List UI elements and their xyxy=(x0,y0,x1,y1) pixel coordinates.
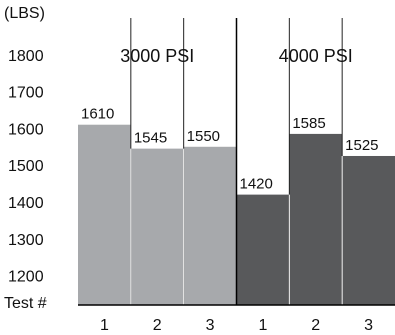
value-label: 1545 xyxy=(134,130,167,147)
group-label: 3000 PSI xyxy=(120,46,194,66)
y-tick-label: 1600 xyxy=(8,121,44,138)
y-tick-label: 1300 xyxy=(8,232,44,249)
y-tick-label: 1800 xyxy=(8,48,44,65)
value-label: 1585 xyxy=(292,115,325,132)
x-tick-labels: 1 2 3 1 2 3 xyxy=(100,317,373,334)
y-tick-label: 1500 xyxy=(8,158,44,175)
bar xyxy=(130,148,184,305)
group-label: 4000 PSI xyxy=(279,46,353,66)
y-tick-label: 1200 xyxy=(8,269,44,286)
group-labels: 3000 PSI 4000 PSI xyxy=(120,46,353,66)
bar xyxy=(289,133,343,305)
x-axis-title: Test # xyxy=(4,295,47,312)
x-tick-label: 2 xyxy=(311,317,320,334)
value-label: 1420 xyxy=(240,176,273,193)
bar xyxy=(342,155,395,305)
value-labels: 1610 1545 1550 1420 1585 1525 xyxy=(81,106,379,193)
x-tick-label: 3 xyxy=(364,317,373,334)
x-tick-label: 3 xyxy=(206,317,215,334)
value-label: 1610 xyxy=(81,106,114,123)
x-tick-label: 2 xyxy=(153,317,162,334)
bar xyxy=(236,194,290,305)
bars xyxy=(78,124,395,305)
y-axis-title: (LBS) xyxy=(4,5,45,22)
y-tick-label: 1700 xyxy=(8,85,44,102)
bar-dividers xyxy=(130,18,343,305)
x-tick-label: 1 xyxy=(100,317,109,334)
value-label: 1525 xyxy=(345,137,378,154)
y-tick-label: 1400 xyxy=(8,195,44,212)
bar xyxy=(183,146,237,305)
x-tick-label: 1 xyxy=(258,317,267,334)
y-tick-labels: 1200 1300 1400 1500 1600 1700 1800 xyxy=(8,48,44,286)
bar xyxy=(78,124,131,305)
value-label: 1550 xyxy=(187,128,220,145)
